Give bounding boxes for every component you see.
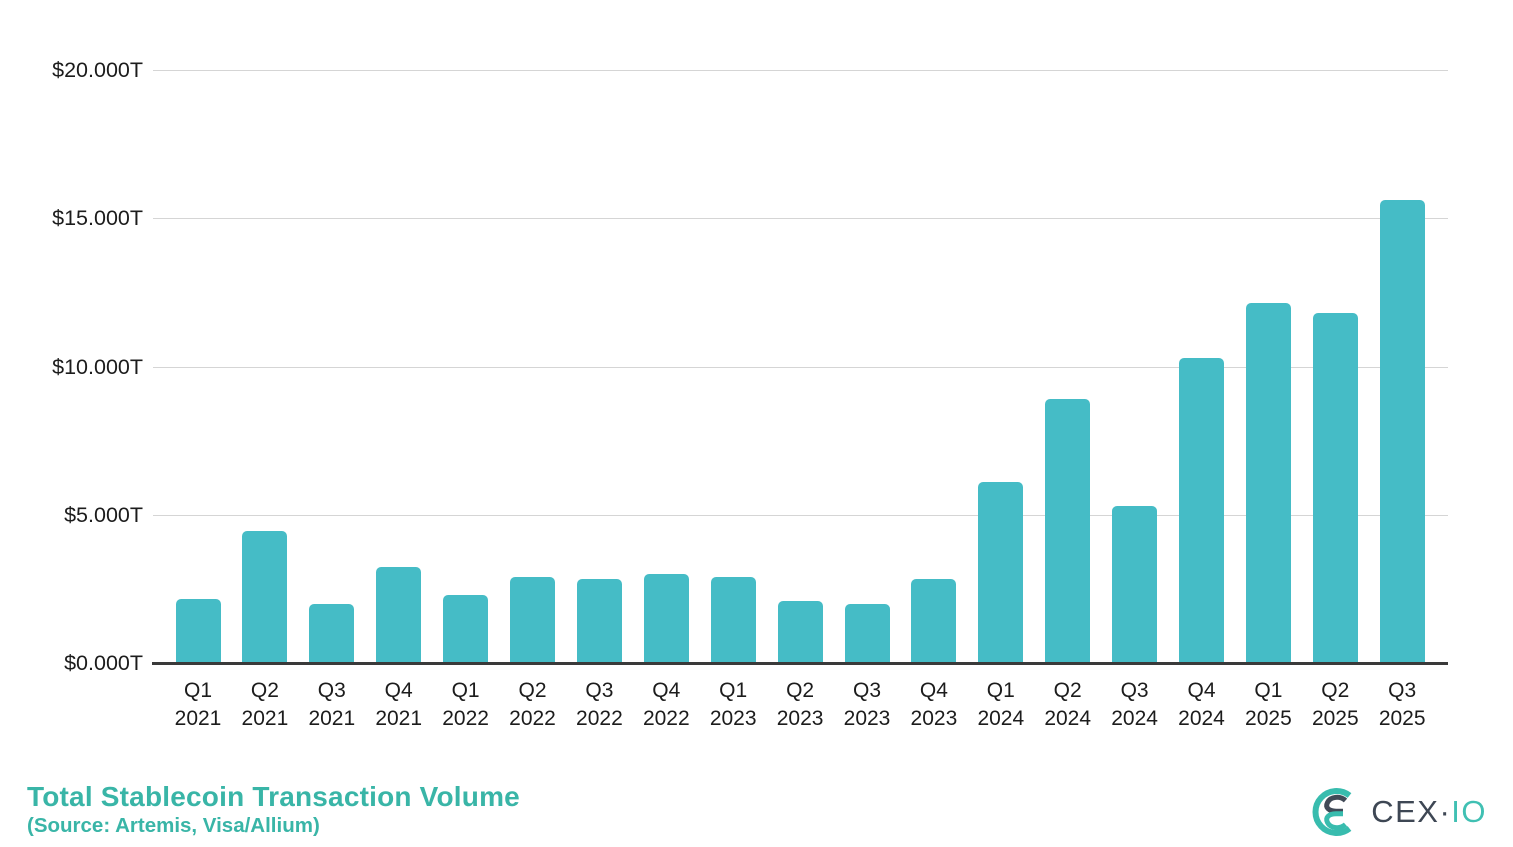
y-tick-label: $10.000T xyxy=(52,354,143,379)
x-tick-year: 2024 xyxy=(1178,707,1225,730)
x-tick-quarter: Q1 xyxy=(1254,679,1283,702)
plot-area xyxy=(153,70,1448,663)
x-tick-year: 2023 xyxy=(709,707,757,730)
x-tick-quarter: Q3 xyxy=(852,679,881,702)
x-tick-quarter: Q4 xyxy=(919,679,948,702)
logo-text-io: IO xyxy=(1451,794,1487,829)
x-tick-label-q2-2022: Q2 2022 xyxy=(488,677,578,733)
x-tick-label-q4-2022: Q4 2022 xyxy=(621,677,711,733)
x-tick-year: 2024 xyxy=(977,707,1025,730)
bar-q3-2025 xyxy=(1379,200,1425,663)
bar-q2-2021 xyxy=(242,531,288,663)
cexio-logo: CEX·IO xyxy=(1310,786,1487,838)
x-tick-year: 2024 xyxy=(1044,707,1092,730)
x-tick-label-q3-2022: Q3 2022 xyxy=(554,677,644,733)
x-tick-quarter: Q2 xyxy=(250,679,279,702)
x-tick-year: 2025 xyxy=(1311,707,1359,730)
x-tick-label-q2-2021: Q2 2021 xyxy=(220,677,310,733)
bar-q1-2025 xyxy=(1245,302,1291,663)
bar-q4-2021 xyxy=(376,566,422,663)
x-tick-label-q1-2021: Q1 2021 xyxy=(153,677,243,733)
gridline-20T xyxy=(153,70,1448,71)
logo-separator-dot: · xyxy=(1439,794,1452,829)
x-tick-year: 2021 xyxy=(308,707,356,730)
y-tick-label: $20.000T xyxy=(52,58,143,82)
bar-q2-2025 xyxy=(1312,313,1358,663)
x-tick-year: 2021 xyxy=(241,707,289,730)
bar-q3-2024 xyxy=(1112,505,1158,663)
x-tick-quarter: Q3 xyxy=(317,679,346,702)
x-tick-quarter: Q4 xyxy=(1187,679,1216,702)
x-tick-label-q1-2024: Q1 2024 xyxy=(956,677,1046,733)
x-tick-label-q4-2023: Q4 2023 xyxy=(889,677,979,733)
x-tick-quarter: Q3 xyxy=(1120,679,1149,702)
gridline-15T xyxy=(153,218,1448,220)
x-tick-quarter: Q2 xyxy=(518,679,547,702)
y-tick-label: $0.000T xyxy=(64,651,143,675)
logo-text-cex: CEX xyxy=(1371,794,1440,829)
bar-q4-2023 xyxy=(911,578,957,663)
cexio-logo-icon xyxy=(1312,788,1352,836)
bar-q1-2021 xyxy=(175,599,221,663)
gridline-10T xyxy=(153,366,1448,368)
bar-q2-2022 xyxy=(510,577,555,663)
y-tick-label: $15.000T xyxy=(52,206,143,231)
x-tick-label-q4-2021: Q4 2021 xyxy=(354,677,444,733)
x-tick-label-q3-2021: Q3 2021 xyxy=(287,677,377,733)
cexio-logo-text: CEX·IO xyxy=(1371,786,1487,838)
gridline-5T xyxy=(153,514,1448,516)
x-tick-year: 2023 xyxy=(843,707,891,730)
x-tick-year: 2022 xyxy=(642,707,690,730)
x-axis-line xyxy=(152,662,1448,665)
x-tick-quarter: Q1 xyxy=(986,679,1015,702)
bar-q4-2024 xyxy=(1179,357,1224,663)
chart-title: Total Stablecoin Transaction Volume xyxy=(27,781,520,812)
bar-q3-2021 xyxy=(309,603,355,663)
x-tick-year: 2025 xyxy=(1245,707,1292,730)
x-tick-quarter: Q2 xyxy=(1321,679,1350,702)
x-tick-year: 2024 xyxy=(1111,707,1158,730)
bar-q2-2023 xyxy=(777,600,823,663)
x-tick-label-q2-2023: Q2 2023 xyxy=(755,677,845,733)
chart-source-note: (Source: Artemis, Visa/Allium) xyxy=(27,814,320,837)
x-tick-label-q1-2025: Q1 2025 xyxy=(1223,677,1313,733)
x-tick-quarter: Q4 xyxy=(384,679,413,702)
x-tick-quarter: Q2 xyxy=(1053,679,1082,702)
x-tick-quarter: Q3 xyxy=(1388,679,1417,702)
x-tick-year: 2023 xyxy=(776,707,824,730)
x-tick-label-q2-2025: Q2 2025 xyxy=(1290,677,1380,733)
bar-q1-2024 xyxy=(978,482,1024,663)
x-tick-year: 2022 xyxy=(576,707,623,730)
x-tick-quarter: Q3 xyxy=(585,679,614,702)
bar-q1-2023 xyxy=(710,577,756,663)
x-tick-quarter: Q1 xyxy=(719,679,748,702)
x-tick-label-q3-2023: Q3 2023 xyxy=(822,677,912,733)
x-tick-label-q3-2024: Q3 2024 xyxy=(1090,677,1180,733)
bar-q4-2022 xyxy=(643,574,689,663)
bar-q2-2024 xyxy=(1045,399,1091,663)
x-tick-year: 2025 xyxy=(1378,707,1426,730)
x-tick-quarter: Q1 xyxy=(451,679,480,702)
bar-q1-2022 xyxy=(443,594,489,663)
x-tick-year: 2022 xyxy=(442,707,489,730)
y-tick-label: $5.000T xyxy=(64,502,143,527)
x-tick-quarter: Q1 xyxy=(183,679,212,702)
x-tick-label-q3-2025: Q3 2025 xyxy=(1357,677,1447,733)
bar-q3-2022 xyxy=(576,578,622,663)
x-tick-quarter: Q2 xyxy=(786,679,815,702)
x-tick-year: 2021 xyxy=(174,707,222,730)
x-tick-label-q4-2024: Q4 2024 xyxy=(1157,677,1247,733)
x-tick-label-q1-2022: Q1 2022 xyxy=(421,677,511,733)
x-tick-quarter: Q4 xyxy=(652,679,681,702)
x-tick-year: 2022 xyxy=(509,707,556,730)
x-tick-year: 2023 xyxy=(910,707,958,730)
x-tick-year: 2021 xyxy=(375,707,423,730)
x-tick-label-q2-2024: Q2 2024 xyxy=(1023,677,1113,733)
bar-q3-2023 xyxy=(844,603,890,663)
x-tick-label-q1-2023: Q1 2023 xyxy=(688,677,778,733)
